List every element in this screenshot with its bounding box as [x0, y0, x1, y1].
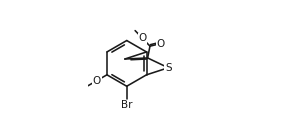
Text: O: O — [157, 39, 165, 49]
Text: O: O — [93, 76, 101, 86]
Text: Br: Br — [121, 100, 133, 110]
Text: S: S — [165, 63, 172, 73]
Text: O: O — [138, 33, 146, 43]
